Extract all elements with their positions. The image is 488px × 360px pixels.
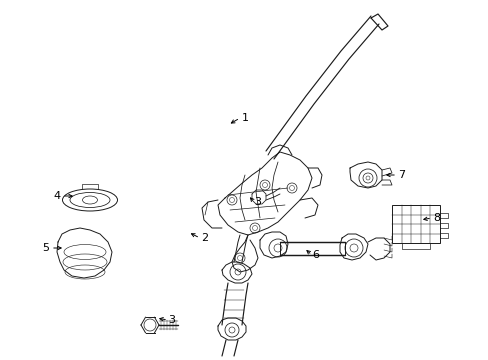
Text: 3: 3 [168,315,175,325]
Text: 1: 1 [241,113,248,123]
Text: 4: 4 [53,191,61,201]
Bar [391,205,439,243]
Text: 6: 6 [312,250,319,260]
Text: 2: 2 [201,233,208,243]
Text: 7: 7 [398,170,405,180]
Text: 5: 5 [42,243,49,253]
Text: 8: 8 [432,213,440,223]
Text: 3: 3 [254,197,261,207]
